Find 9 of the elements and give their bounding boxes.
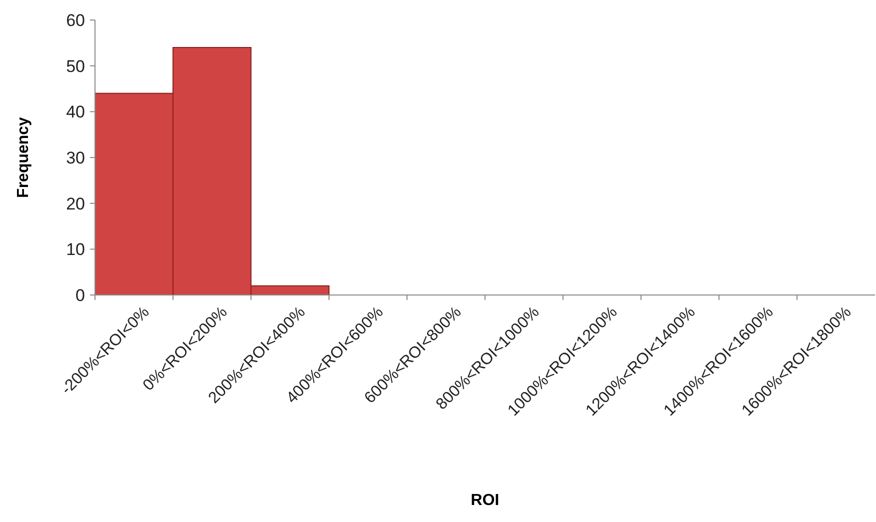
y-tick-label: 50 xyxy=(66,56,85,76)
y-tick-label: 0 xyxy=(76,286,85,305)
y-tick-label: 40 xyxy=(66,102,85,122)
y-tick-label: 20 xyxy=(66,194,85,214)
y-axis-title: Frequency xyxy=(15,116,32,198)
y-tick-label: 60 xyxy=(66,10,85,30)
y-tick-label: 30 xyxy=(66,148,85,168)
x-axis-title: ROI xyxy=(470,492,500,509)
y-tick-label: 10 xyxy=(66,240,85,260)
